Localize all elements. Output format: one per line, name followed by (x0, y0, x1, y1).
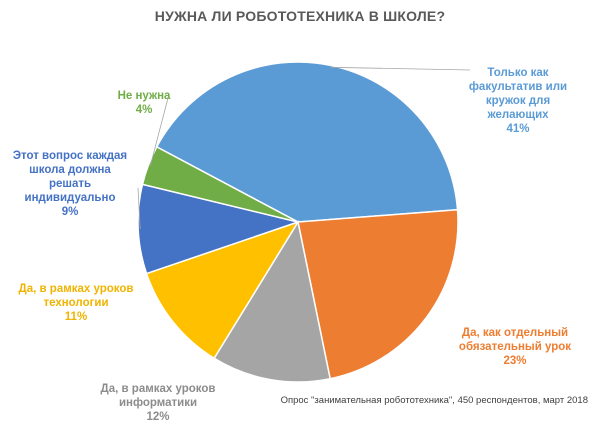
chart-footnote: Опрос "занимательная робототехника", 450… (280, 395, 588, 406)
slice-label-value: 41% (506, 123, 530, 135)
slice-label-technology: Да, в рамках уроков технологии 11% (6, 268, 146, 338)
leader-line-individual (137, 187, 141, 230)
slice-label-text: Да, в рамках уроков технологии (18, 283, 134, 309)
slice-label-value: 9% (61, 206, 79, 218)
pie-slice-optional (155, 61, 459, 223)
slice-label-individual: Этот вопрос каждая школа должна решать и… (2, 135, 138, 233)
pie-slice-individual (137, 183, 301, 275)
leader-lines (137, 66, 471, 230)
leader-line-not-needed (149, 97, 169, 167)
chart-title: НУЖНА ЛИ РОБОТОТЕХНИКА В ШКОЛЕ? (154, 8, 446, 24)
slice-label-text: Не нужна (117, 90, 171, 102)
slice-label-value: 11% (64, 311, 88, 323)
slice-label-value: 12% (146, 411, 170, 423)
slice-label-value: 4% (135, 104, 153, 116)
pie-chart (137, 61, 471, 383)
slice-label-text: Да, как отдельный обязательный урок (458, 327, 572, 353)
pie-slice-informatics (213, 219, 332, 383)
slice-label-value: 23% (503, 355, 527, 367)
slice-label-mandatory: Да, как отдельный обязательный урок 23% (446, 312, 584, 382)
slice-label-text: Этот вопрос каждая школа должна решать и… (12, 150, 128, 204)
chart-area: НУЖНА ЛИ РОБОТОТЕХНИКА В ШКОЛЕ? Только к… (2, 8, 588, 423)
slice-label-text: Да, в рамках уроков информатики (100, 383, 216, 409)
pie-slices (137, 61, 459, 383)
slice-label-not-needed: Не нужна 4% (104, 75, 184, 131)
pie-slice-technology (145, 220, 300, 360)
slice-label-text: Только как факультатив или кружок для же… (468, 67, 568, 121)
pie-slice-not-needed (141, 145, 299, 223)
leader-line-optional (330, 66, 471, 71)
pie-slice-mandatory (297, 208, 459, 380)
slice-label-optional: Только как факультатив или кружок для же… (448, 52, 588, 150)
slice-label-informatics: Да, в рамках уроков информатики 12% (88, 368, 228, 438)
